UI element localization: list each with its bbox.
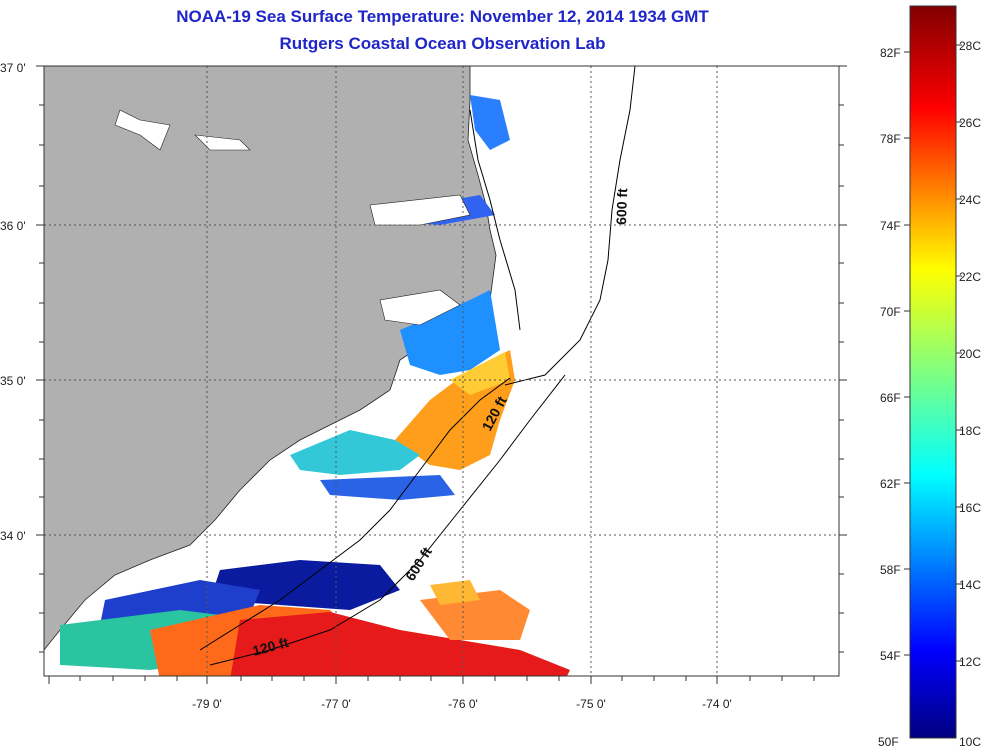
lon-label-77: -77 0' (321, 697, 351, 711)
lat-label-34: 34 0' (0, 529, 26, 543)
lon-label-74: -74 0' (702, 697, 732, 711)
colorbar-c-label: 18C (959, 424, 981, 438)
lat-label-35: 35 0' (0, 374, 26, 388)
colorbar-c-label: 26C (959, 116, 981, 130)
colorbar-c-label: 12C (959, 655, 981, 669)
colorbar-f-label: 58F (880, 563, 901, 577)
lat-label-36: 36 0' (0, 219, 26, 233)
colorbar-c-label: 16C (959, 501, 981, 515)
colorbar-f-label: 66F (880, 391, 901, 405)
map-title: NOAA-19 Sea Surface Temperature: Novembe… (176, 7, 709, 26)
colorbar (909, 5, 957, 739)
colorbar-c-label: 10C (959, 735, 981, 749)
colorbar-c-label: 22C (959, 270, 981, 284)
colorbar-f-label: 54F (880, 649, 901, 663)
lon-label-75: -75 0' (576, 697, 606, 711)
colorbar-f-label: 78F (880, 132, 901, 146)
colorbar-c-label: 24C (959, 193, 981, 207)
contour-label-600ft-north: 600 ft (613, 188, 630, 225)
colorbar-c-label: 20C (959, 347, 981, 361)
lon-label-79: -79 0' (192, 697, 222, 711)
sounds-water (114, 109, 471, 326)
map-frame (43, 65, 840, 677)
colorbar-f-label: 62F (880, 477, 901, 491)
colorbar-ticks (904, 44, 962, 662)
lat-label-37: 37 0' (0, 61, 26, 75)
colorbar-f-label: 74F (880, 219, 901, 233)
graticule (44, 66, 839, 676)
colorbar-f-label: 82F (880, 46, 901, 60)
colorbar-f-label: 70F (880, 305, 901, 319)
lon-label-76: -76 0' (448, 697, 478, 711)
isobath-lines (199, 66, 636, 666)
colorbar-c-label: 14C (959, 578, 981, 592)
map-subtitle: Rutgers Coastal Ocean Observation Lab (279, 34, 606, 53)
tick-marks (36, 65, 847, 684)
colorbar-f-label: 50F (878, 735, 899, 749)
colorbar-c-label: 28C (959, 39, 981, 53)
